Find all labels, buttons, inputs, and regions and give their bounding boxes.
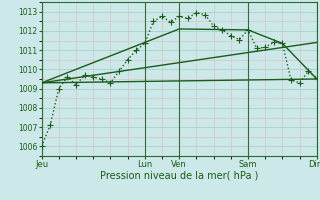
X-axis label: Pression niveau de la mer( hPa ): Pression niveau de la mer( hPa ): [100, 171, 258, 181]
